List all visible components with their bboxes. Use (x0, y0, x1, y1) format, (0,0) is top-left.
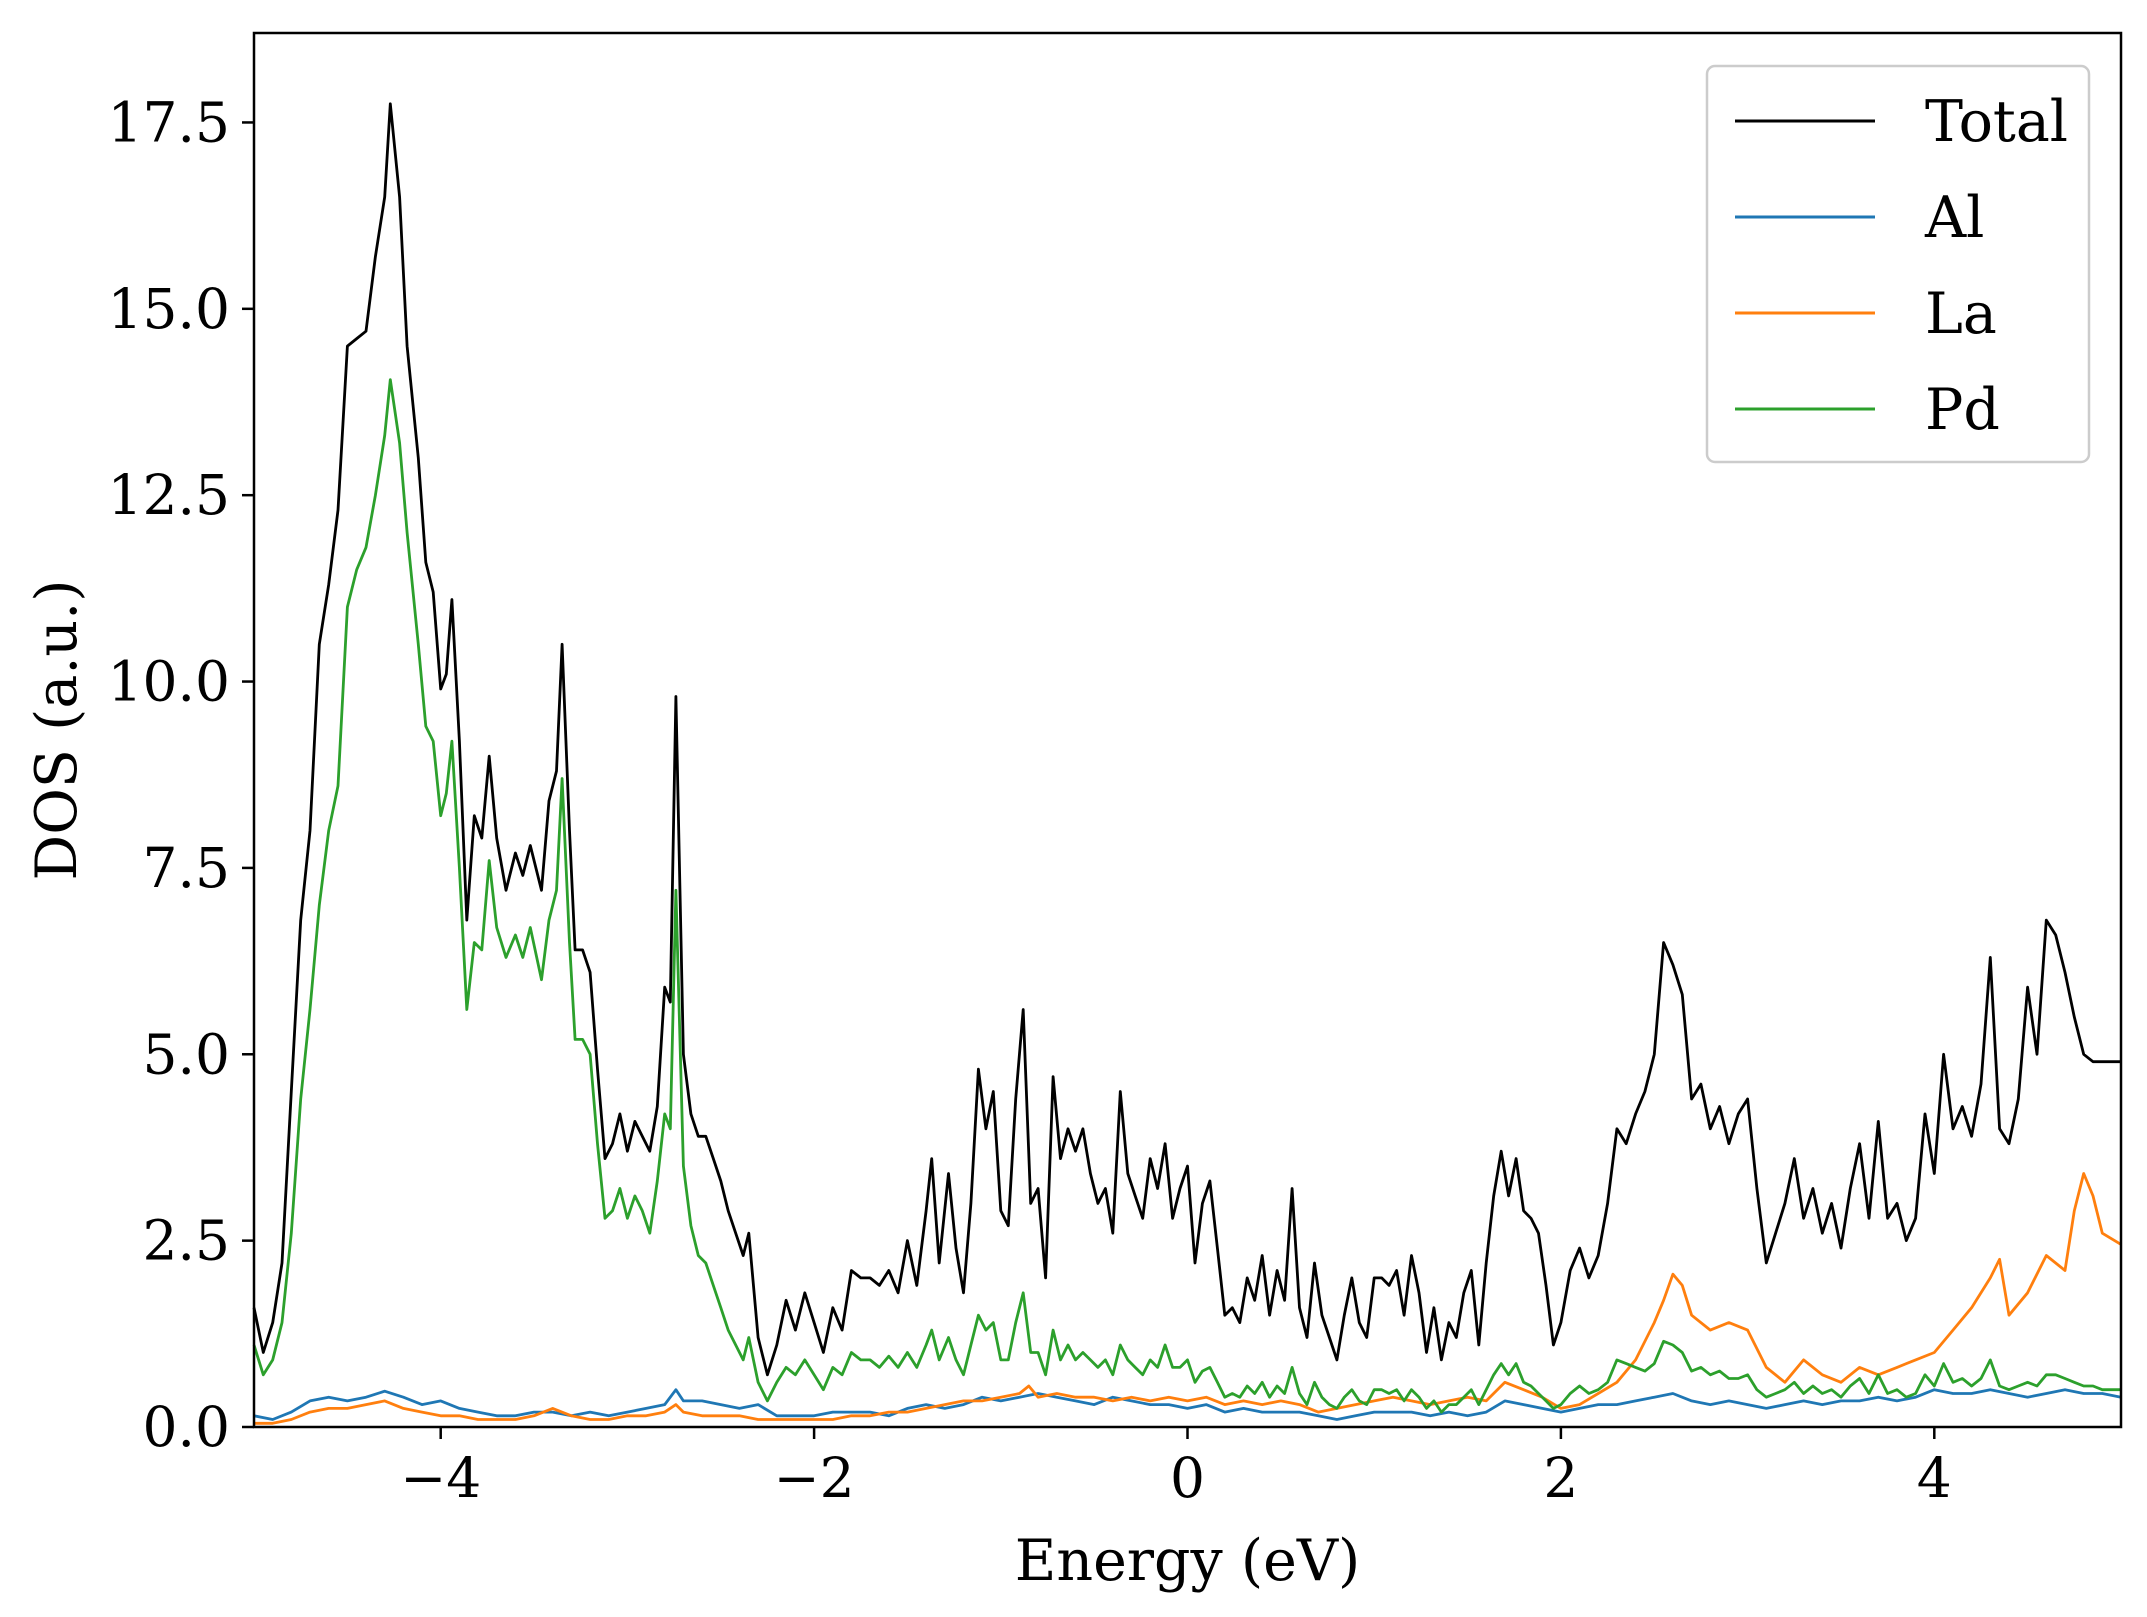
x-tick-label: −2 (774, 1446, 855, 1510)
x-tick-label: 2 (1543, 1446, 1578, 1510)
legend-label-la: La (1925, 281, 1997, 347)
legend-label-pd: Pd (1925, 377, 2000, 443)
y-tick-label: 15.0 (108, 277, 230, 341)
y-tick-label: 12.5 (108, 463, 230, 527)
y-tick-label: 2.5 (143, 1209, 230, 1273)
series-layer (252, 102, 2122, 1425)
legend: Total Al La Pd (1705, 64, 2091, 464)
x-tick-label: 4 (1917, 1446, 1952, 1510)
legend-box (1705, 64, 2091, 464)
series-line-total (252, 102, 2121, 1377)
x-tick-label: −4 (400, 1446, 481, 1510)
y-tick-label: 0.0 (143, 1395, 230, 1459)
x-axis-title: Energy (eV) (1015, 1528, 1360, 1594)
y-axis: 0.0 2.5 5.0 7.5 10.0 12.5 15.0 17.5 (108, 90, 254, 1459)
y-tick-label: 10.0 (108, 650, 230, 714)
series-line-la (254, 1172, 2122, 1425)
series-line-pd (252, 378, 2121, 1414)
y-tick-label: 7.5 (143, 836, 230, 900)
x-tick-label: 0 (1170, 1446, 1205, 1510)
y-tick-label: 17.5 (108, 90, 230, 154)
legend-label-al: Al (1924, 185, 1984, 251)
y-axis-title: DOS (a.u.) (24, 579, 90, 880)
y-tick-label: 5.0 (143, 1022, 230, 1086)
legend-label-total: Total (1925, 89, 2068, 155)
x-axis: −4 −2 0 2 4 (400, 1427, 1952, 1510)
